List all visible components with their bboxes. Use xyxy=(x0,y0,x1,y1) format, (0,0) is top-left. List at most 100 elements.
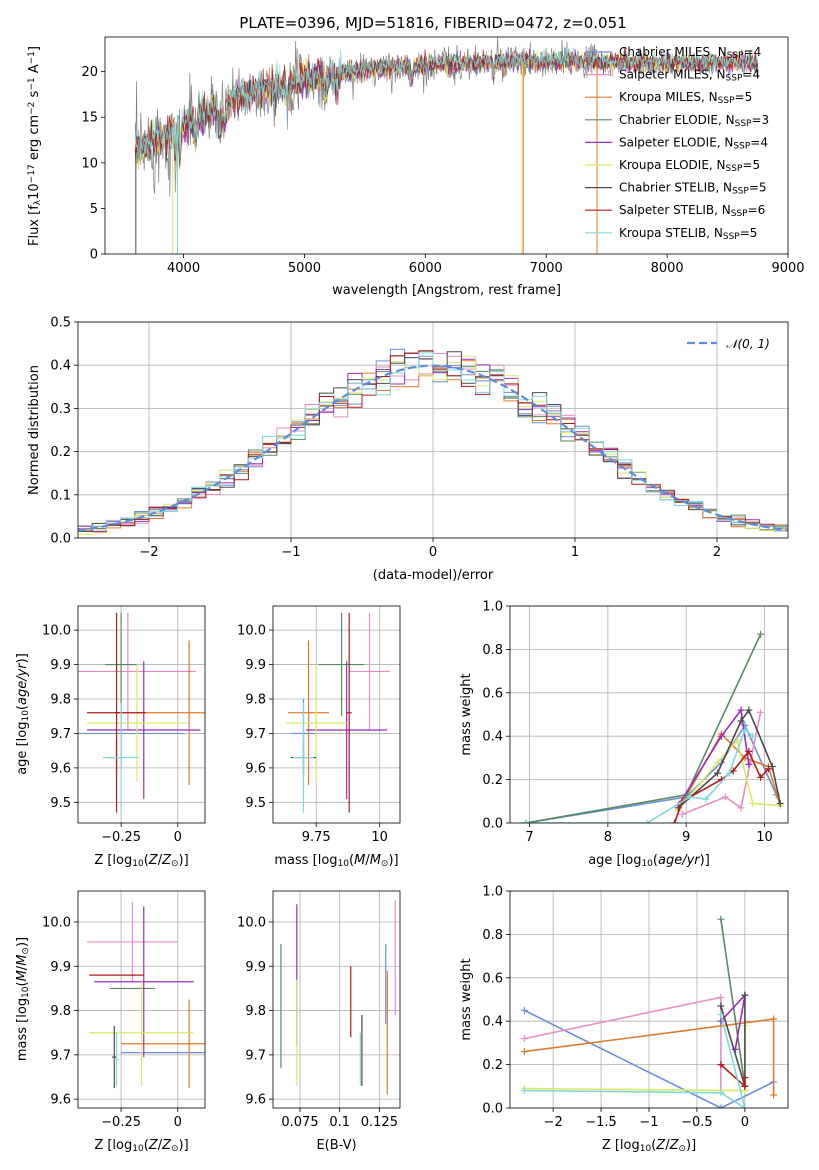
legend-label: Salpeter MILES, NSSP=4 xyxy=(619,68,760,84)
y-tick-label: 1.0 xyxy=(482,885,503,900)
model-line xyxy=(134,47,759,159)
y-tick-label: 10.0 xyxy=(237,624,266,639)
y-axis-label: Normed distribution xyxy=(27,365,42,495)
legend-label: Salpeter ELODIE, NSSP=4 xyxy=(619,135,768,151)
x-tick-label: 6000 xyxy=(409,261,442,276)
chart-age_mass: 9.75 10 9.5 9.6 9.7 9.8 9.9 10.0 mass [log10(M/M… xyxy=(237,605,401,869)
y-tick-label: 0.3 xyxy=(50,402,71,417)
y-tick-label: 0.6 xyxy=(482,686,503,701)
weight-marker xyxy=(678,810,686,818)
y-tick-label: 10.0 xyxy=(42,624,71,639)
axes-frame xyxy=(509,890,789,1109)
weight-marker xyxy=(520,1048,528,1056)
y-tick-label: 9.7 xyxy=(50,1048,71,1063)
weight-line xyxy=(524,1025,746,1092)
x-axis-label: E(B-V) xyxy=(316,1138,356,1153)
y-tick-label: 9.7 xyxy=(245,1048,266,1063)
plot-area xyxy=(510,891,788,1108)
weight-marker xyxy=(520,1006,528,1014)
chart-mass_EBV: 0.075 0.1 0.125 9.6 9.7 9.8 9.9 10.0 E(B-V) xyxy=(237,890,401,1153)
plot-area xyxy=(510,606,788,823)
histogram-step xyxy=(78,352,788,530)
weight-line xyxy=(525,728,754,823)
weight-marker xyxy=(745,706,753,714)
legend-label: 𝒩(0, 1) xyxy=(726,337,770,351)
x-tick-label: 9 xyxy=(682,830,690,845)
weight-marker xyxy=(717,732,725,740)
chart-weight_age: 7 8 9 10 0.0 0.2 0.4 0.6 0.8 1.0 age [log10(age/yr… xyxy=(459,600,789,869)
y-tick-label: 9.6 xyxy=(245,761,266,776)
x-tick-label: 0.1 xyxy=(329,1115,350,1130)
x-axis-label: Z [log10(Z/Z⊙)] xyxy=(94,853,188,869)
weight-marker xyxy=(741,726,749,734)
x-tick-label: 0 xyxy=(174,830,182,845)
x-tick-label: 7000 xyxy=(530,261,563,276)
x-tick-label: −0.25 xyxy=(101,1115,141,1130)
weight-marker xyxy=(686,793,694,801)
y-tick-label: 0.6 xyxy=(482,971,503,986)
legend-label: Kroupa STELIB, NSSP=5 xyxy=(619,226,757,242)
x-tick-label: 0.125 xyxy=(361,1115,398,1130)
legend-label: Kroupa ELODIE, NSSP=5 xyxy=(619,158,760,174)
y-tick-label: 20 xyxy=(81,65,98,80)
axes-frame xyxy=(77,605,206,824)
legend-label: Chabrier MILES, NSSP=4 xyxy=(619,45,761,61)
y-tick-label: 0.8 xyxy=(482,928,503,943)
weight-marker xyxy=(717,1104,725,1108)
weight-marker xyxy=(745,747,753,755)
x-tick-label: 7 xyxy=(525,830,533,845)
weight-marker xyxy=(670,819,678,823)
legend-label: Salpeter STELIB, NSSP=6 xyxy=(619,203,765,219)
x-axis-label: age [log10(age/yr)] xyxy=(588,853,710,869)
y-tick-label: 0.2 xyxy=(482,1058,503,1073)
weight-marker xyxy=(770,1015,778,1023)
weight-marker xyxy=(770,1091,778,1099)
axes-frame xyxy=(272,605,401,824)
axes-frame xyxy=(77,321,789,539)
y-axis-label: age [log10(age/yr)] xyxy=(15,653,31,775)
model-line xyxy=(134,46,759,160)
y-tick-label: 0.0 xyxy=(482,1102,503,1117)
weight-marker xyxy=(717,1089,725,1097)
plot-area xyxy=(78,322,788,538)
y-tick-label: 9.7 xyxy=(50,727,71,742)
weight-marker xyxy=(741,991,749,999)
x-tick-label: 9.75 xyxy=(302,830,331,845)
weight-marker xyxy=(717,1011,725,1019)
weight-marker xyxy=(643,819,651,823)
weight-marker xyxy=(717,993,725,1001)
y-tick-label: 9.9 xyxy=(245,658,266,673)
y-tick-label: 0.5 xyxy=(50,316,71,331)
axes-frame xyxy=(104,36,789,255)
weight-line xyxy=(720,919,746,1087)
weight-marker xyxy=(733,737,741,745)
x-tick-label: 0 xyxy=(741,1115,749,1130)
x-tick-label: 0.075 xyxy=(281,1115,318,1130)
y-tick-label: 9.9 xyxy=(245,960,266,975)
chart-residual_hist: −2 −1 0 1 2 0.0 0.1 0.2 0.3 0.4 0.5 (data-model)/er… xyxy=(27,316,789,583)
y-tick-label: 9.9 xyxy=(50,658,71,673)
y-tick-label: 0 xyxy=(90,248,98,263)
histogram-step xyxy=(78,355,788,535)
x-tick-label: −1.5 xyxy=(585,1115,617,1130)
x-tick-label: 0 xyxy=(429,545,437,560)
x-tick-label: −0.25 xyxy=(101,830,141,845)
x-axis-label: Z [log10(Z/Z⊙)] xyxy=(602,1138,696,1154)
weight-line xyxy=(524,1014,746,1108)
weight-marker xyxy=(737,717,745,725)
weight-line xyxy=(677,708,750,807)
x-tick-label: 10 xyxy=(371,830,388,845)
y-axis-label: mass weight xyxy=(459,673,474,755)
y-tick-label: 10 xyxy=(81,156,98,171)
weight-marker xyxy=(520,1035,528,1043)
y-tick-label: 0.4 xyxy=(482,730,503,745)
x-tick-label: 5000 xyxy=(288,261,321,276)
y-tick-label: 9.7 xyxy=(245,727,266,742)
chart-weight_Z: −2 −1.5 −1 −0.5 0 0.0 0.2 0.4 0.6 0.8 1.0 Z [log10(… xyxy=(459,885,789,1154)
y-tick-label: 9.9 xyxy=(50,960,71,975)
weight-marker xyxy=(757,773,765,781)
x-tick-label: 10 xyxy=(756,830,773,845)
x-tick-label: 8000 xyxy=(651,261,684,276)
weight-marker xyxy=(737,706,745,714)
